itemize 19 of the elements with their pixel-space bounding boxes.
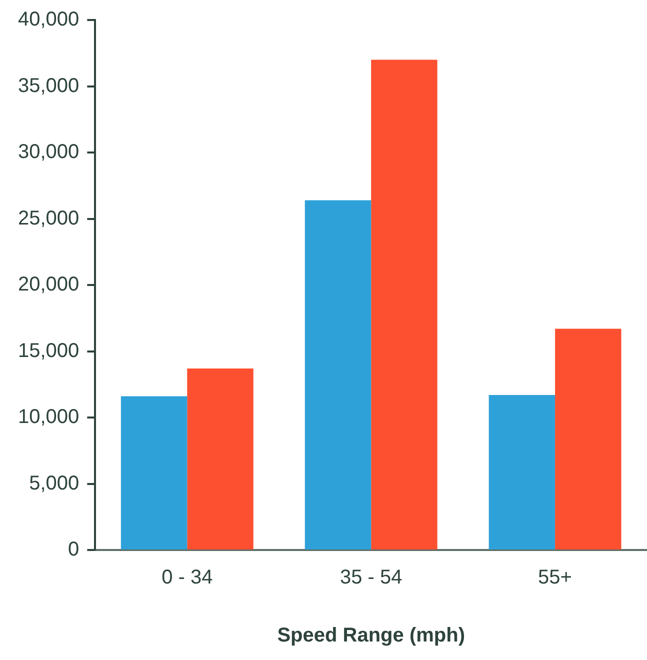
y-tick-label: 10,000: [18, 406, 80, 428]
bar: [120, 396, 188, 550]
y-tick-label: 5,000: [29, 472, 80, 494]
y-tick-label: 15,000: [18, 340, 80, 362]
bar: [555, 328, 622, 550]
x-tick-label: 55+: [538, 566, 572, 589]
x-tick-label: 35 - 54: [340, 566, 402, 589]
y-tick-label: 0: [68, 538, 80, 561]
bar: [371, 60, 438, 550]
x-axis-title: Speed Range (mph): [277, 624, 465, 647]
y-tick-label: 30,000: [18, 141, 80, 164]
bar: [187, 368, 254, 550]
y-tick-label: 35,000: [18, 74, 80, 97]
bar: [304, 200, 372, 550]
y-tick-label: 20,000: [18, 274, 80, 296]
y-tick-label: 40,000: [18, 8, 80, 31]
x-tick-label: 0 - 34: [162, 566, 213, 589]
y-tick-label: 25,000: [18, 207, 80, 230]
bar: [488, 394, 556, 550]
